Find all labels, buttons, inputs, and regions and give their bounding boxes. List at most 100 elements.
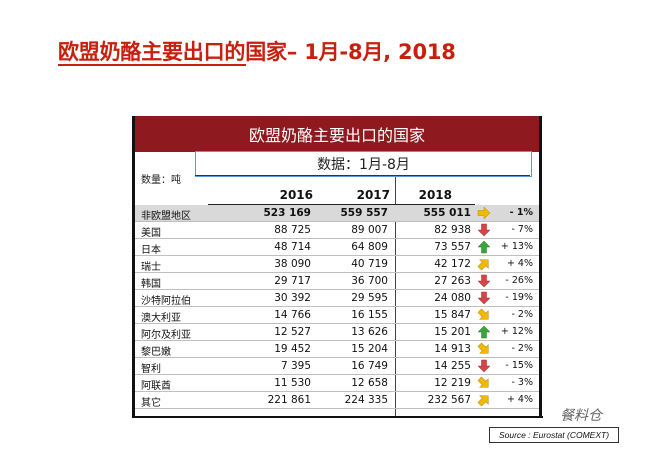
row-value-2017: 29 595 <box>351 292 388 304</box>
watermark: 餐料仓 <box>560 408 602 424</box>
row-value-2018: 14 255 <box>434 360 471 372</box>
row-divider <box>135 391 539 392</box>
row-value-2018: 27 263 <box>434 275 471 287</box>
row-change-pct: - 2% <box>511 309 533 320</box>
row-value-2018: 14 913 <box>434 343 471 355</box>
row-value-2017: 12 658 <box>351 377 388 389</box>
row-value-2018: 232 567 <box>427 394 471 406</box>
row-value-2016: 19 452 <box>274 343 311 355</box>
row-country: 非欧盟地区 <box>141 211 191 222</box>
row-country: 其它 <box>141 398 161 409</box>
arrow-up-icon <box>477 325 491 339</box>
row-change-pct: + 13% <box>500 241 533 252</box>
arrow-up-right-icon <box>477 393 491 407</box>
table-row: 美国 88 725 89 007 82 938 - 7% <box>135 222 539 239</box>
row-divider <box>135 289 539 290</box>
row-value-2017: 15 204 <box>351 343 388 355</box>
table-row: 沙特阿拉伯 30 392 29 595 24 080 - 19% <box>135 290 539 307</box>
table-row: 黎巴嫩 19 452 15 204 14 913 - 2% <box>135 341 539 358</box>
row-value-2016: 48 714 <box>274 241 311 253</box>
col-header-2017: 2017 <box>356 188 390 202</box>
row-country: 澳大利亚 <box>141 313 181 324</box>
arrow-up-icon <box>477 240 491 254</box>
row-country: 智利 <box>141 364 161 375</box>
col-header-2018: 2018 <box>418 188 452 202</box>
row-value-2018: 12 219 <box>434 377 471 389</box>
arrow-right-icon <box>477 206 491 220</box>
row-value-2017: 36 700 <box>351 275 388 287</box>
row-value-2016: 29 717 <box>274 275 311 287</box>
row-value-2017: 13 626 <box>351 326 388 338</box>
row-divider <box>135 323 539 324</box>
row-divider <box>135 340 539 341</box>
row-value-2016: 88 725 <box>274 224 311 236</box>
arrow-up-right-icon <box>477 257 491 271</box>
row-value-2018: 82 938 <box>434 224 471 236</box>
row-country: 黎巴嫩 <box>141 347 171 358</box>
arrow-down-icon <box>477 291 491 305</box>
arrow-down-icon <box>477 274 491 288</box>
table-row: 阿联酋 11 530 12 658 12 219 - 3% <box>135 375 539 392</box>
row-country: 阿联酋 <box>141 381 171 392</box>
table-row: 韩国 29 717 36 700 27 263 - 26% <box>135 273 539 290</box>
unit-label: 数量：吨 <box>141 175 181 186</box>
row-change-pct: + 4% <box>506 394 533 405</box>
row-change-pct: - 26% <box>505 275 533 286</box>
row-change-pct: - 7% <box>511 224 533 235</box>
header-underline <box>208 204 475 205</box>
row-divider <box>135 221 539 222</box>
row-change-pct: + 4% <box>506 258 533 269</box>
row-value-2018: 15 201 <box>434 326 471 338</box>
row-change-pct: + 12% <box>500 326 533 337</box>
row-value-2016: 14 766 <box>274 309 311 321</box>
row-value-2016: 523 169 <box>263 207 312 219</box>
row-value-2018: 555 011 <box>423 207 472 219</box>
table-left-border <box>132 116 135 418</box>
row-value-2016: 12 527 <box>274 326 311 338</box>
table-bottom-border <box>133 416 543 418</box>
row-divider <box>135 357 539 358</box>
row-value-2016: 7 395 <box>280 360 311 372</box>
row-divider <box>135 408 539 409</box>
row-value-2017: 16 155 <box>351 309 388 321</box>
table-row: 其它 221 861 224 335 232 567 + 4% <box>135 392 539 409</box>
row-value-2018: 73 557 <box>434 241 471 253</box>
row-country: 日本 <box>141 245 161 256</box>
table-row: 智利 7 395 16 749 14 255 - 15% <box>135 358 539 375</box>
row-value-2016: 221 861 <box>267 394 311 406</box>
col-header-2016: 2016 <box>279 188 313 202</box>
source-note: Source : Eurostat (COMEXT) <box>489 427 619 443</box>
arrow-down-right-icon <box>477 376 491 390</box>
title-underline <box>58 64 246 66</box>
arrow-down-right-icon <box>477 342 491 356</box>
row-divider <box>135 238 539 239</box>
row-value-2017: 40 719 <box>351 258 388 270</box>
row-value-2017: 559 557 <box>340 207 389 219</box>
row-value-2017: 16 749 <box>351 360 388 372</box>
row-country: 韩国 <box>141 279 161 290</box>
table-subtitle: 数据：1月-8月 <box>195 151 532 177</box>
row-value-2017: 64 809 <box>351 241 388 253</box>
row-value-2018: 24 080 <box>434 292 471 304</box>
row-change-pct: - 2% <box>511 343 533 354</box>
row-value-2018: 42 172 <box>434 258 471 270</box>
arrow-down-right-icon <box>477 308 491 322</box>
row-value-2016: 30 392 <box>274 292 311 304</box>
table-banner: 欧盟奶酪主要出口的国家 <box>135 116 539 152</box>
row-divider <box>135 255 539 256</box>
arrow-down-icon <box>477 223 491 237</box>
row-country: 美国 <box>141 228 161 239</box>
row-value-2016: 38 090 <box>274 258 311 270</box>
row-value-2018: 15 847 <box>434 309 471 321</box>
table-row: 澳大利亚 14 766 16 155 15 847 - 2% <box>135 307 539 324</box>
row-divider <box>135 272 539 273</box>
row-country: 沙特阿拉伯 <box>141 296 191 307</box>
table-row: 瑞士 38 090 40 719 42 172 + 4% <box>135 256 539 273</box>
arrow-down-icon <box>477 359 491 373</box>
row-country: 阿尔及利亚 <box>141 330 191 341</box>
page-title: 欧盟奶酪主要出口的国家– 1月-8月, 2018 <box>58 40 456 64</box>
row-change-pct: - 15% <box>505 360 533 371</box>
col-2017-divider <box>395 176 396 418</box>
row-change-pct: - 1% <box>509 207 533 218</box>
row-change-pct: - 19% <box>505 292 533 303</box>
